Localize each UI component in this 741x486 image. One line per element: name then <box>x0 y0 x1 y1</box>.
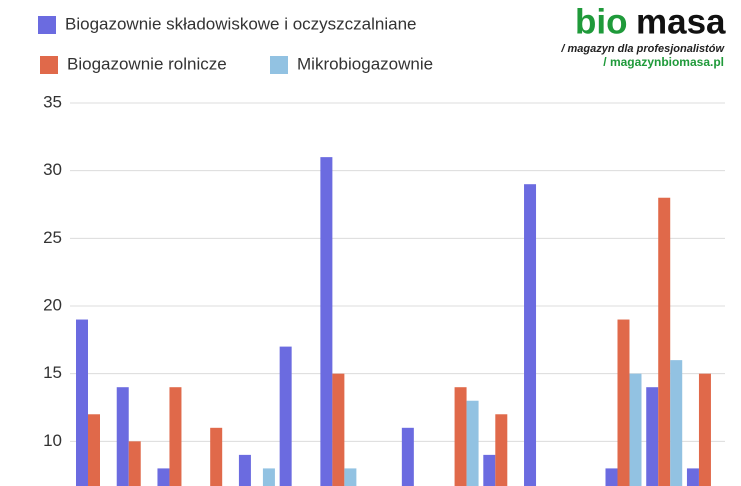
bar <box>210 427 223 486</box>
bar <box>646 387 659 486</box>
bar <box>262 468 275 486</box>
bar <box>524 184 537 486</box>
legend-label: Biogazownie rolnicze <box>67 54 227 73</box>
bar <box>658 197 671 486</box>
bar <box>279 346 292 486</box>
bar <box>157 468 170 486</box>
legend-swatch <box>270 56 288 74</box>
bar <box>332 373 345 486</box>
y-tick-label: 30 <box>43 160 62 179</box>
logo-url: / magazynbiomasa.pl <box>603 55 724 69</box>
bar <box>320 157 333 486</box>
y-tick-label: 10 <box>43 431 62 450</box>
bar <box>495 414 508 486</box>
y-tick-label: 25 <box>43 228 62 247</box>
bar <box>629 373 642 486</box>
bar <box>454 387 467 486</box>
legend-swatch <box>40 56 58 74</box>
y-tick-label: 20 <box>43 295 62 314</box>
bar <box>88 414 100 486</box>
logo-tagline: / magazyn dla profesjonalistów <box>560 43 725 55</box>
bar <box>128 441 141 486</box>
bar <box>169 387 182 486</box>
legend-label: Mikrobiogazownie <box>297 54 433 73</box>
logo-masa: masa <box>636 2 726 41</box>
bar <box>116 387 129 486</box>
bar <box>617 319 630 486</box>
bar <box>670 360 683 486</box>
legend-swatch <box>38 16 56 34</box>
y-tick-label: 35 <box>43 92 62 111</box>
bar <box>344 468 357 486</box>
bar <box>238 454 251 486</box>
logo-bio: bio <box>575 2 627 41</box>
bar <box>401 427 414 486</box>
bar <box>686 468 699 486</box>
bar <box>698 373 711 486</box>
bar <box>483 454 496 486</box>
legend-label: Biogazownie składowiskowe i oczyszczalni… <box>65 14 417 33</box>
bar <box>605 468 618 486</box>
bar <box>466 400 479 486</box>
bar <box>76 319 88 486</box>
y-tick-label: 15 <box>43 363 62 382</box>
